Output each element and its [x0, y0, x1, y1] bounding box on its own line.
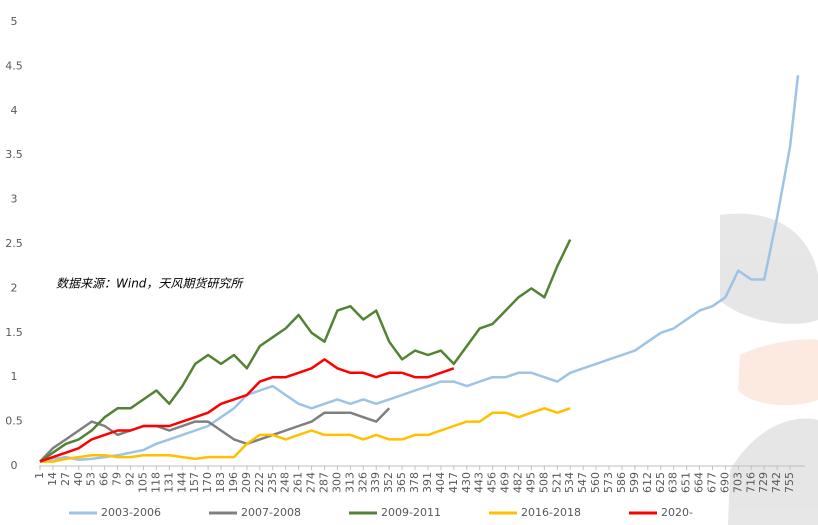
x-tick-label: 235: [266, 472, 279, 493]
x-tick-label: 14: [46, 472, 59, 486]
x-tick-label: 404: [434, 472, 447, 493]
x-tick-label: 573: [602, 472, 615, 493]
x-tick-label: 196: [227, 472, 240, 493]
x-tick-label: 261: [292, 472, 305, 493]
series-line: [39, 358, 455, 463]
x-tick-label: 131: [162, 472, 175, 493]
x-tick-label: 365: [395, 472, 408, 493]
x-tick-label: 664: [693, 472, 706, 493]
y-tick-label: 3: [11, 193, 18, 206]
x-tick-label: 339: [369, 472, 382, 493]
y-tick-label: 0.5: [5, 415, 23, 428]
series-line: [40, 407, 571, 463]
x-tick-label: 521: [550, 472, 563, 493]
x-tick-label: 209: [240, 472, 253, 493]
x-tick-label: 742: [770, 472, 783, 493]
series-line: [39, 239, 572, 463]
x-tick-label: 508: [537, 472, 550, 493]
x-tick-label: 612: [641, 472, 654, 493]
series-line: [39, 75, 800, 463]
x-tick-label: 326: [356, 472, 369, 493]
x-tick-label: 66: [98, 472, 111, 486]
x-tick-label: 170: [201, 472, 214, 493]
x-tick-label: 391: [421, 472, 434, 493]
x-tick-label: 469: [499, 472, 512, 493]
x-tick-label: 586: [615, 472, 628, 493]
x-tick-label: 729: [757, 472, 770, 493]
x-tick-label: 157: [188, 472, 201, 493]
y-tick-label: 0: [11, 459, 18, 472]
x-tick-label: 443: [473, 472, 486, 493]
x-tick-label: 352: [382, 472, 395, 493]
x-tick-label: 248: [279, 472, 292, 493]
legend-label: 2003-2006: [101, 506, 161, 519]
y-tick-label: 1: [11, 370, 18, 383]
x-tick-label: 690: [718, 472, 731, 493]
y-tick-label: 1.5: [5, 326, 23, 339]
y-tick-label: 5: [11, 15, 18, 28]
x-tick-label: 482: [511, 472, 524, 493]
legend-label: 2007-2008: [241, 506, 301, 519]
y-tick-label: 3.5: [5, 148, 23, 161]
x-tick-label: 53: [85, 472, 98, 486]
x-tick-label: 456: [486, 472, 499, 493]
legend-label: 2016-2018: [521, 506, 581, 519]
x-tick-label: 625: [654, 472, 667, 493]
y-tick-label: 2.5: [5, 237, 23, 250]
x-tick-label: 495: [524, 472, 537, 493]
y-tick-label: 2: [11, 281, 18, 294]
x-tick-label: 417: [447, 472, 460, 493]
x-tick-label: 599: [628, 472, 641, 493]
x-tick-label: 300: [330, 472, 343, 493]
x-tick-label: 105: [136, 472, 149, 493]
x-tick-label: 560: [589, 472, 602, 493]
x-tick-label: 144: [175, 472, 188, 493]
x-tick-label: 547: [576, 472, 589, 493]
x-tick-label: 703: [731, 472, 744, 493]
y-tick-label: 4: [11, 104, 18, 117]
y-tick-label: 4.5: [5, 59, 23, 72]
x-tick-label: 222: [253, 472, 266, 493]
x-tick-label: 118: [149, 472, 162, 493]
annotation: 数据来源：Wind，天风期货研究所: [56, 277, 244, 291]
x-tick-label: 534: [563, 472, 576, 493]
x-tick-label: 313: [343, 472, 356, 493]
x-tick-label: 274: [305, 472, 318, 493]
x-tick-label: 92: [124, 472, 137, 486]
x-tick-label: 638: [667, 472, 680, 493]
x-tick-label: 183: [214, 472, 227, 493]
x-tick-label: 1: [33, 472, 46, 479]
watermark: [720, 213, 818, 525]
x-tick-label: 27: [59, 472, 72, 486]
x-tick-label: 716: [744, 472, 757, 493]
x-tick-label: 378: [408, 472, 421, 493]
x-tick-label: 430: [460, 472, 473, 493]
x-tick-label: 287: [318, 472, 331, 493]
legend-label: 2009-2011: [381, 506, 441, 519]
x-tick-label: 755: [783, 472, 796, 493]
x-tick-label: 40: [72, 472, 85, 486]
x-tick-label: 677: [705, 472, 718, 493]
x-tick-label: 79: [111, 472, 124, 486]
legend-label: 2020-: [661, 506, 693, 519]
x-tick-label: 651: [680, 472, 693, 493]
